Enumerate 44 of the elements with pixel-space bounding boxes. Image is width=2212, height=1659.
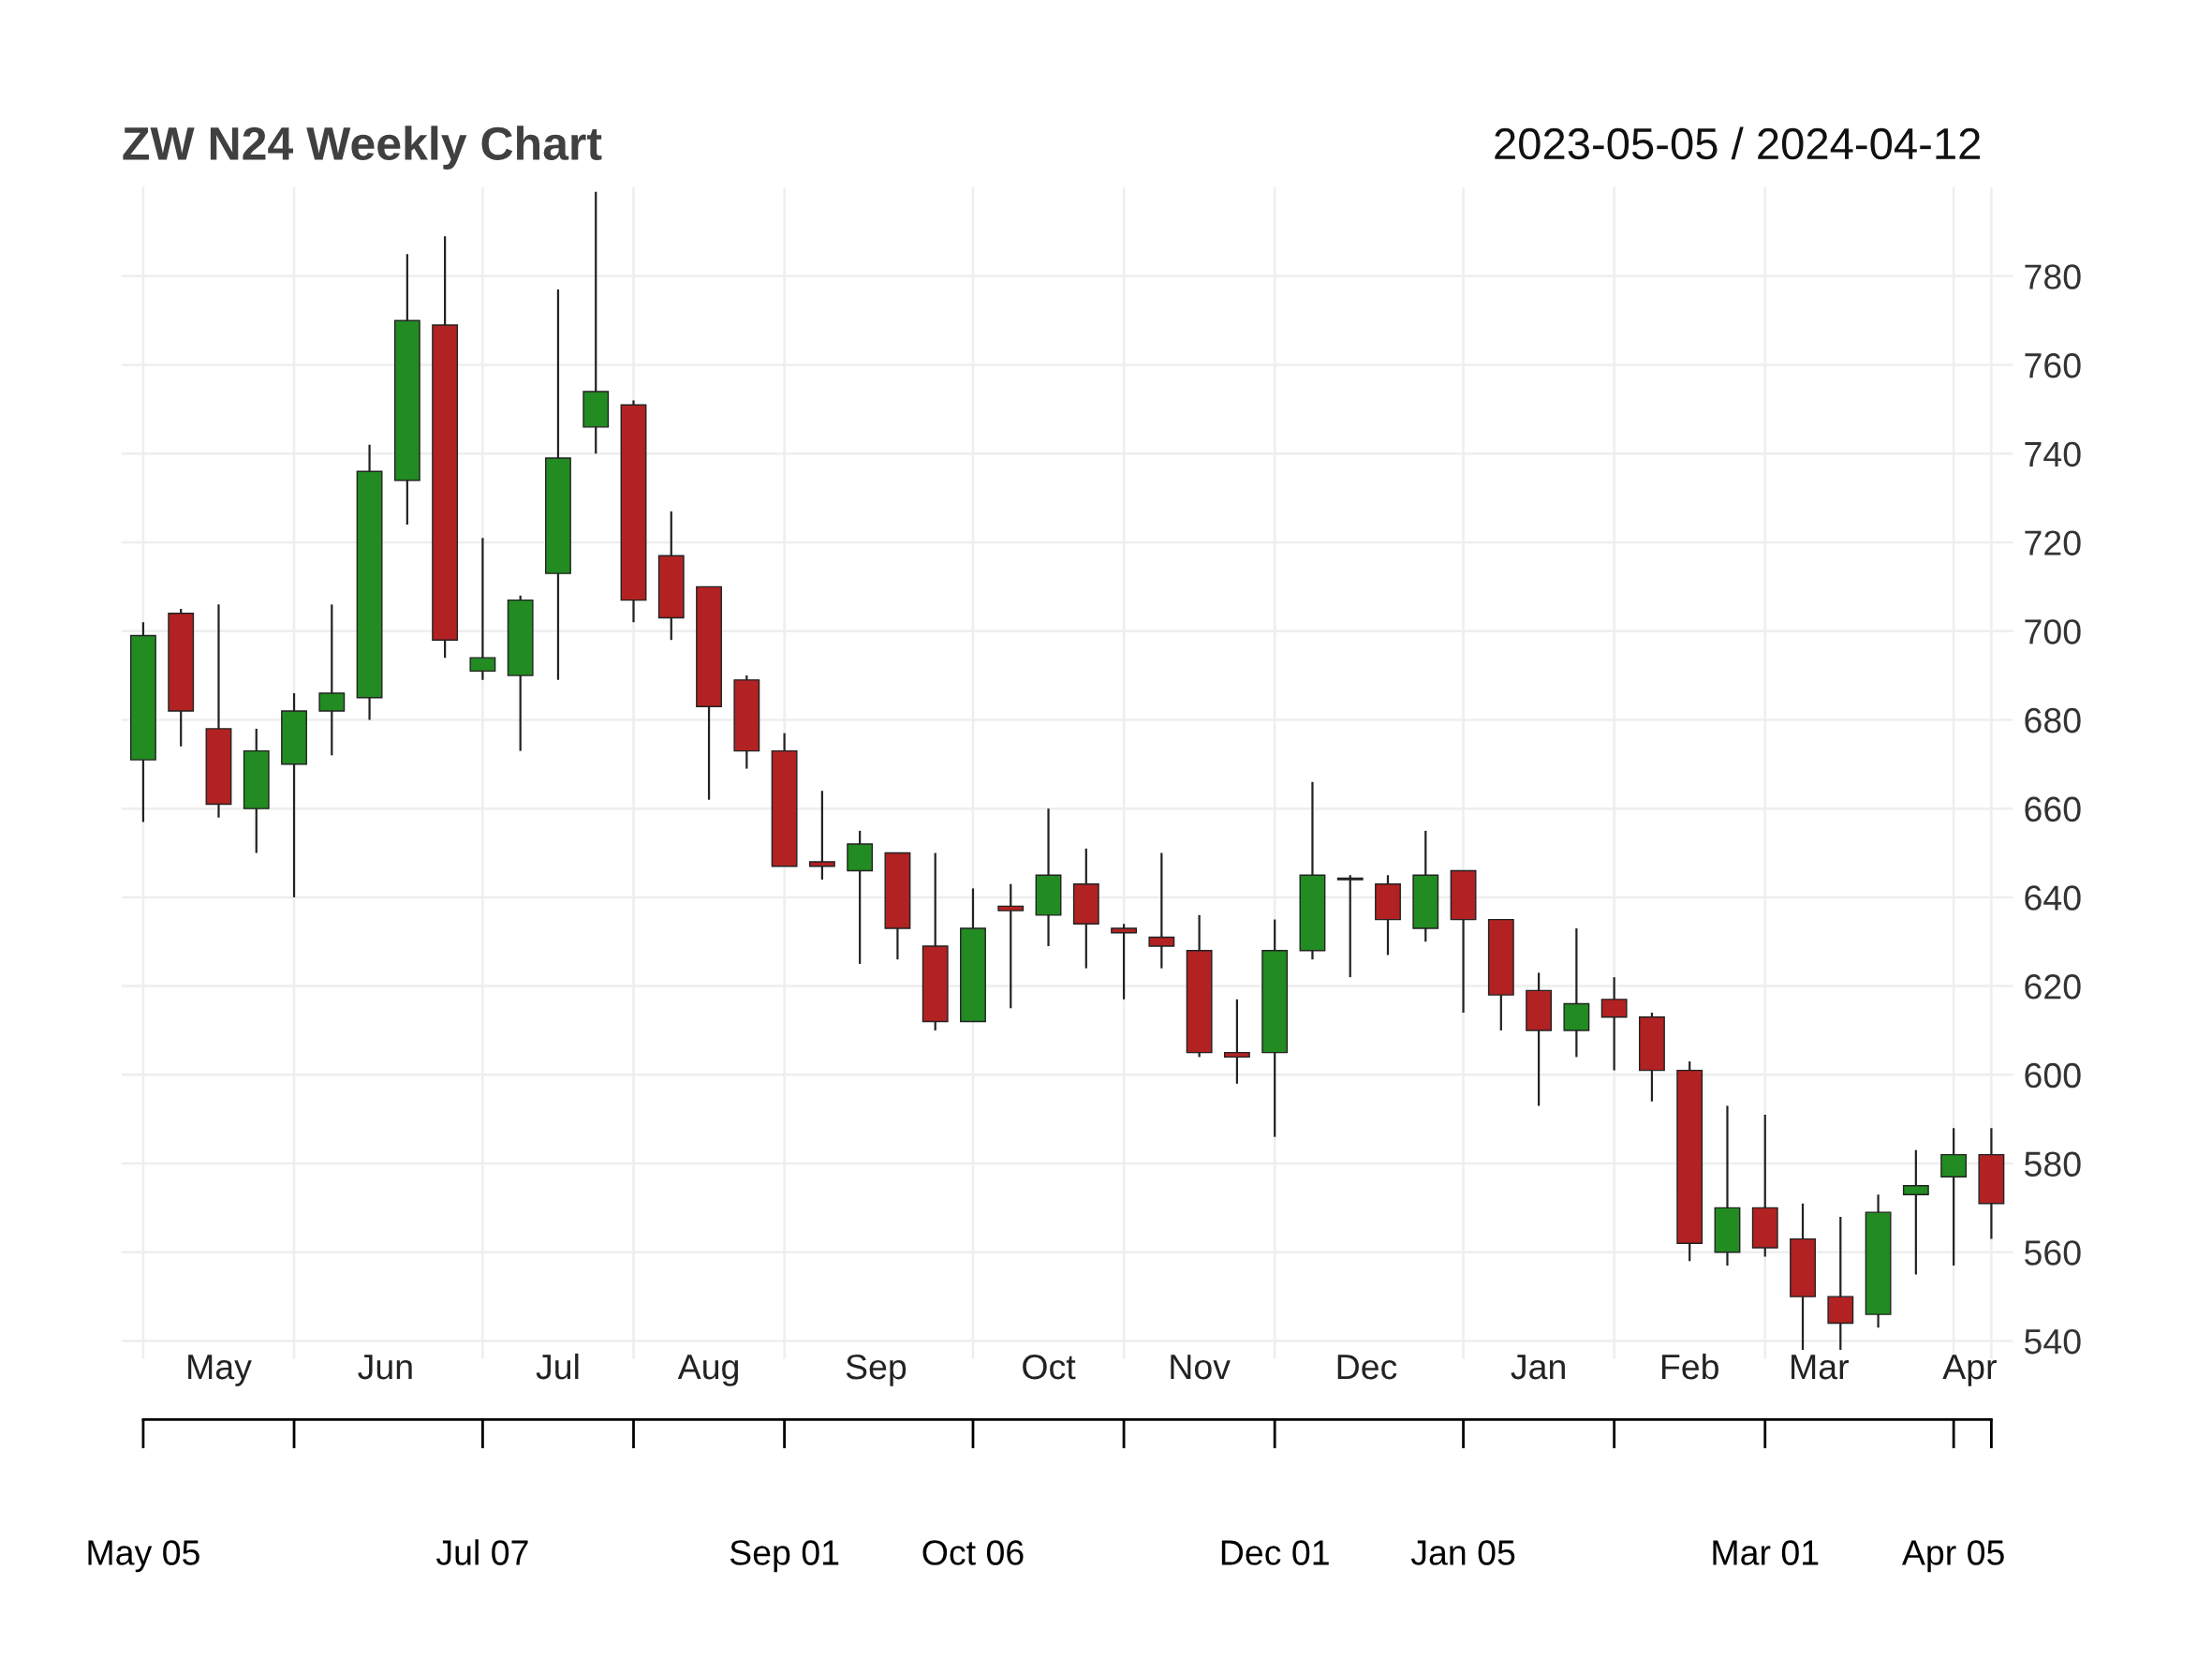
x2-tick-label: Dec 01 [1221, 1540, 1329, 1565]
x-tick-label: May [188, 1355, 252, 1386]
x-tick-label: Jan [1511, 1355, 1565, 1380]
x-tick-label: Apr [1942, 1355, 1997, 1386]
candlestick [318, 603, 346, 757]
y-tick-label: 540 [2025, 1328, 2081, 1355]
candlestick [1111, 923, 1138, 1000]
x-tick-label: Dec [1337, 1355, 1397, 1380]
candlestick [808, 790, 835, 881]
candlestick [997, 882, 1025, 1010]
y-tick-label: 740 [2025, 441, 2081, 467]
x-tick-label: Mar [1792, 1355, 1849, 1380]
y-tick-label: 600 [2025, 1062, 2081, 1089]
y-tick-label: 620 [2025, 974, 2081, 1000]
chart-title: ZW N24 Weekly Chart [123, 126, 602, 170]
x-tick-label: Aug [677, 1355, 738, 1386]
y-tick-label: 640 [2025, 885, 2081, 911]
x2-tick-label: Mar 01 [1713, 1540, 1819, 1565]
x2-tick-label: Jul 07 [435, 1539, 528, 1565]
x2-tick-label: Oct 06 [922, 1540, 1024, 1565]
x-tick-label: Jun [358, 1355, 412, 1380]
chart-subtitle: 2023-05-05 / 2024-04-12 [1495, 126, 1981, 160]
y-tick-label: 700 [2025, 619, 2081, 644]
x-tick-label: Nov [1171, 1355, 1231, 1380]
candlestick [1223, 998, 1250, 1085]
candlestick [1902, 1148, 1929, 1276]
x2-tick-label: May 05 [88, 1540, 199, 1573]
x-tick-label: Jul [536, 1353, 579, 1380]
candlestick [469, 537, 496, 681]
candlestick [1336, 874, 1364, 979]
y-tick-label: 580 [2025, 1151, 2081, 1178]
y-tick-label: 560 [2025, 1240, 2081, 1266]
y-tick-label: 780 [2025, 264, 2081, 289]
y-tick-label: 720 [2025, 530, 2081, 555]
x2-tick-label: Jan 05 [1410, 1540, 1515, 1565]
x-tick-label: Sep [846, 1354, 907, 1386]
x2-tick-label: Sep 01 [730, 1540, 839, 1573]
x-tick-label: Feb [1661, 1353, 1718, 1380]
y-tick-label: 680 [2025, 707, 2081, 733]
y-tick-label: 760 [2025, 352, 2081, 378]
candlestick [1148, 852, 1175, 970]
x-tick-label: Oct [1023, 1354, 1076, 1380]
x2-tick-label: Apr 05 [1901, 1540, 2004, 1573]
y-tick-label: 660 [2025, 796, 2081, 822]
